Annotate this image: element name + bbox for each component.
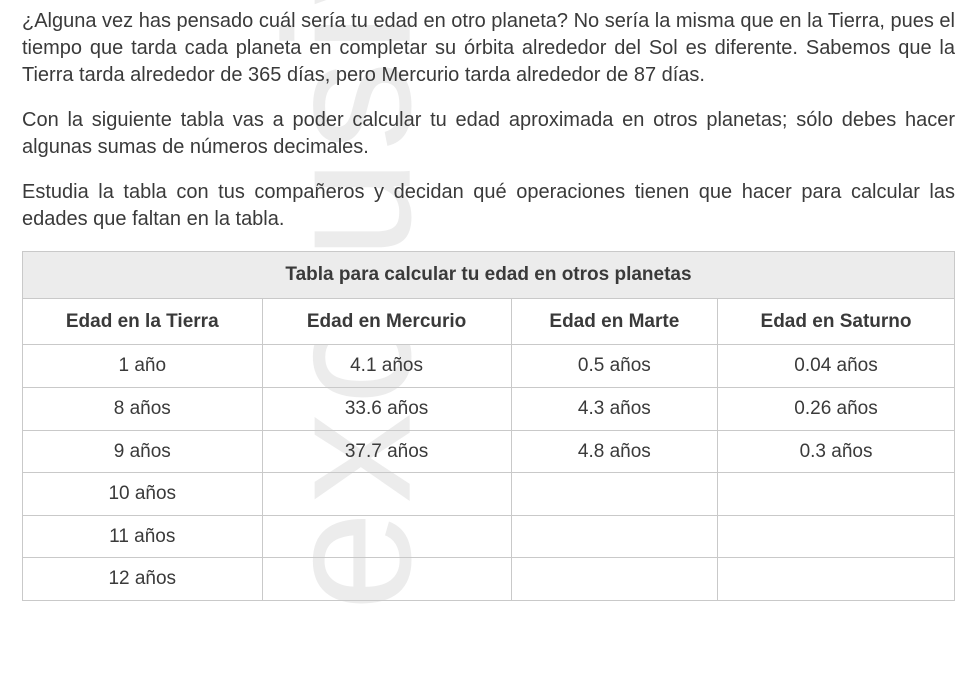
cell-mars: 4.8 años bbox=[511, 430, 717, 473]
cell-saturn bbox=[718, 473, 955, 516]
cell-mars: 4.3 años bbox=[511, 387, 717, 430]
col-header-mars: Edad en Marte bbox=[511, 298, 717, 345]
document-content: ¿Alguna vez has pensado cuál sería tu ed… bbox=[22, 8, 955, 601]
cell-earth: 9 años bbox=[23, 430, 263, 473]
cell-saturn bbox=[718, 558, 955, 601]
cell-saturn: 0.04 años bbox=[718, 345, 955, 388]
table-row: 11 años bbox=[23, 515, 955, 558]
table-row: 12 años bbox=[23, 558, 955, 601]
table-row: 10 años bbox=[23, 473, 955, 516]
cell-mars bbox=[511, 515, 717, 558]
cell-mercury: 37.7 años bbox=[262, 430, 511, 473]
cell-mars: 0.5 años bbox=[511, 345, 717, 388]
cell-mars bbox=[511, 558, 717, 601]
cell-earth: 12 años bbox=[23, 558, 263, 601]
cell-mercury bbox=[262, 558, 511, 601]
col-header-mercury: Edad en Mercurio bbox=[262, 298, 511, 345]
cell-saturn bbox=[718, 515, 955, 558]
cell-earth: 1 año bbox=[23, 345, 263, 388]
intro-paragraph-3: Estudia la tabla con tus compañeros y de… bbox=[22, 179, 955, 233]
cell-earth: 8 años bbox=[23, 387, 263, 430]
col-header-earth: Edad en la Tierra bbox=[23, 298, 263, 345]
cell-mercury bbox=[262, 473, 511, 516]
intro-paragraph-2: Con la siguiente tabla vas a poder calcu… bbox=[22, 107, 955, 161]
col-header-saturn: Edad en Saturno bbox=[718, 298, 955, 345]
intro-paragraph-1: ¿Alguna vez has pensado cuál sería tu ed… bbox=[22, 8, 955, 89]
cell-earth: 10 años bbox=[23, 473, 263, 516]
table-row: 1 año 4.1 años 0.5 años 0.04 años bbox=[23, 345, 955, 388]
cell-mars bbox=[511, 473, 717, 516]
cell-saturn: 0.26 años bbox=[718, 387, 955, 430]
cell-mercury: 4.1 años bbox=[262, 345, 511, 388]
cell-mercury: 33.6 años bbox=[262, 387, 511, 430]
table-row: 8 años 33.6 años 4.3 años 0.26 años bbox=[23, 387, 955, 430]
cell-mercury bbox=[262, 515, 511, 558]
planet-age-table: Tabla para calcular tu edad en otros pla… bbox=[22, 251, 955, 601]
cell-saturn: 0.3 años bbox=[718, 430, 955, 473]
table-title: Tabla para calcular tu edad en otros pla… bbox=[23, 252, 955, 299]
cell-earth: 11 años bbox=[23, 515, 263, 558]
table-row: 9 años 37.7 años 4.8 años 0.3 años bbox=[23, 430, 955, 473]
